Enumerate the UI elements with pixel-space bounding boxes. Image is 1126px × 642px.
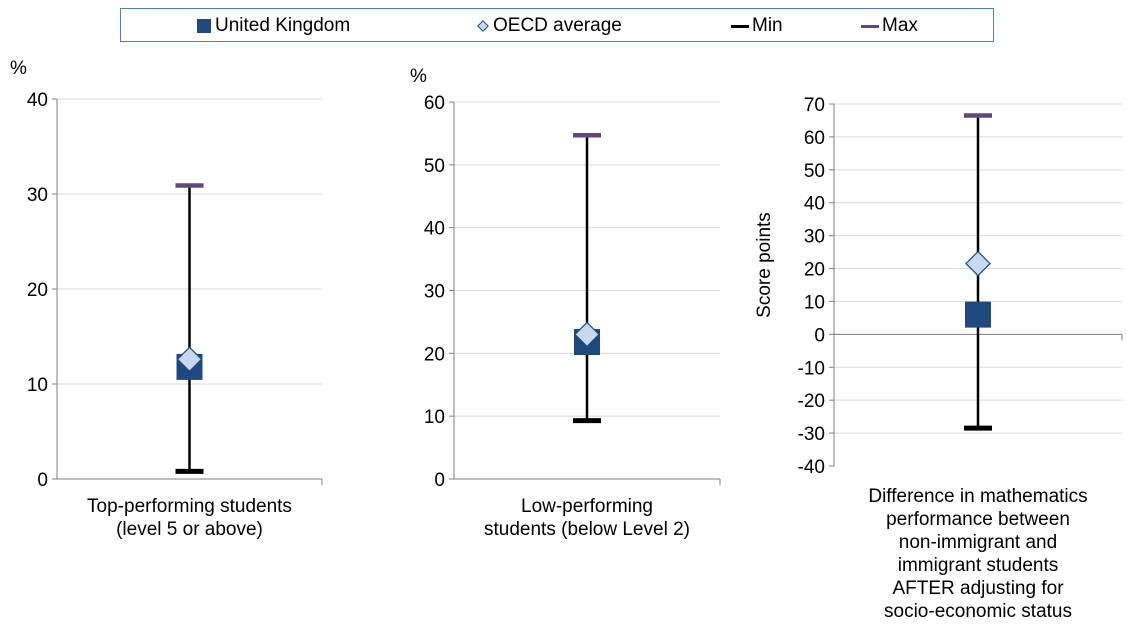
chart1-y-tick-label: 0 <box>37 470 48 491</box>
chart1-category-label-line: Top-performing students <box>87 496 292 517</box>
legend-label-min: Min <box>752 15 783 36</box>
chart2-y-tick-label: 50 <box>424 156 445 177</box>
legend-square-marker-icon <box>197 19 211 33</box>
chart2-y-tick-label: 20 <box>424 344 445 365</box>
chart3-y-tick-label: 30 <box>804 227 825 248</box>
chart3-category-label-line: socio-economic status <box>884 601 1072 622</box>
legend-item-min: Min <box>731 9 783 43</box>
chart3-y-tick-label: 10 <box>804 292 825 313</box>
chart3-y-tick-label: 50 <box>804 161 825 182</box>
chart3-oecd-average-marker <box>965 250 991 277</box>
chart1-category-label-line: (level 5 or above) <box>116 519 263 540</box>
chart3-y-tick-label: 60 <box>804 128 825 149</box>
chart3-y-axis-title: Score points <box>754 212 775 318</box>
chart1-y-unit-label: % <box>10 58 27 79</box>
legend-diamond-marker-icon <box>477 20 489 32</box>
chart2-y-tick-label: 10 <box>424 407 445 428</box>
chart2-y-tick-label: 40 <box>424 219 445 240</box>
legend-item-max: Max <box>861 9 918 43</box>
chart1-y-tick-label: 40 <box>27 90 48 111</box>
chart2-y-tick-label: 60 <box>424 93 445 114</box>
chart3-y-tick-label: -30 <box>798 424 825 445</box>
legend-label-oecd-average: OECD average <box>493 15 622 36</box>
chart3-y-tick-label: 70 <box>804 95 825 116</box>
chart3-united-kingdom-marker <box>965 301 991 328</box>
chart3-category-label-line: AFTER adjusting for <box>892 578 1064 599</box>
chart2-category-label-line: Low-performing <box>521 496 653 517</box>
legend-min-dash-icon <box>731 24 749 28</box>
chart1-y-tick-label: 10 <box>27 375 48 396</box>
chart3-y-tick-label: -10 <box>798 358 825 379</box>
legend-item-oecd-average: OECD average <box>477 9 622 43</box>
chart2-y-tick-label: 30 <box>424 282 445 303</box>
chart2-oecd-average-marker <box>574 321 600 348</box>
chart2-y-tick-label: 0 <box>434 470 445 491</box>
chart3-category-label-line: Difference in mathematics <box>868 486 1087 507</box>
chart1-oecd-average-marker <box>176 346 203 373</box>
chart3-y-tick-label: 0 <box>814 325 825 346</box>
chart3-y-tick-label: -20 <box>798 391 825 412</box>
legend-item-united-kingdom: United Kingdom <box>197 9 350 43</box>
chart3-y-tick-label: 20 <box>804 260 825 281</box>
chart2-y-unit-label: % <box>410 66 427 87</box>
legend-label-max: Max <box>882 15 918 36</box>
chart3-y-tick-label: -40 <box>798 457 825 478</box>
legend-max-dash-icon <box>861 24 879 28</box>
chart2-category-label-line: students (below Level 2) <box>484 519 690 540</box>
legend-label-united-kingdom: United Kingdom <box>215 15 351 36</box>
chart1-y-tick-label: 20 <box>27 280 48 301</box>
chart3-y-tick-label: 40 <box>804 194 825 215</box>
chart3-category-label-line: performance between <box>886 509 1070 530</box>
chart3-category-label-line: immigrant students <box>898 555 1059 576</box>
chart-legend: United Kingdom OECD average Min Max <box>120 8 994 42</box>
chart1-y-tick-label: 30 <box>27 185 48 206</box>
chart3-category-label-line: non-immigrant and <box>899 532 1057 553</box>
